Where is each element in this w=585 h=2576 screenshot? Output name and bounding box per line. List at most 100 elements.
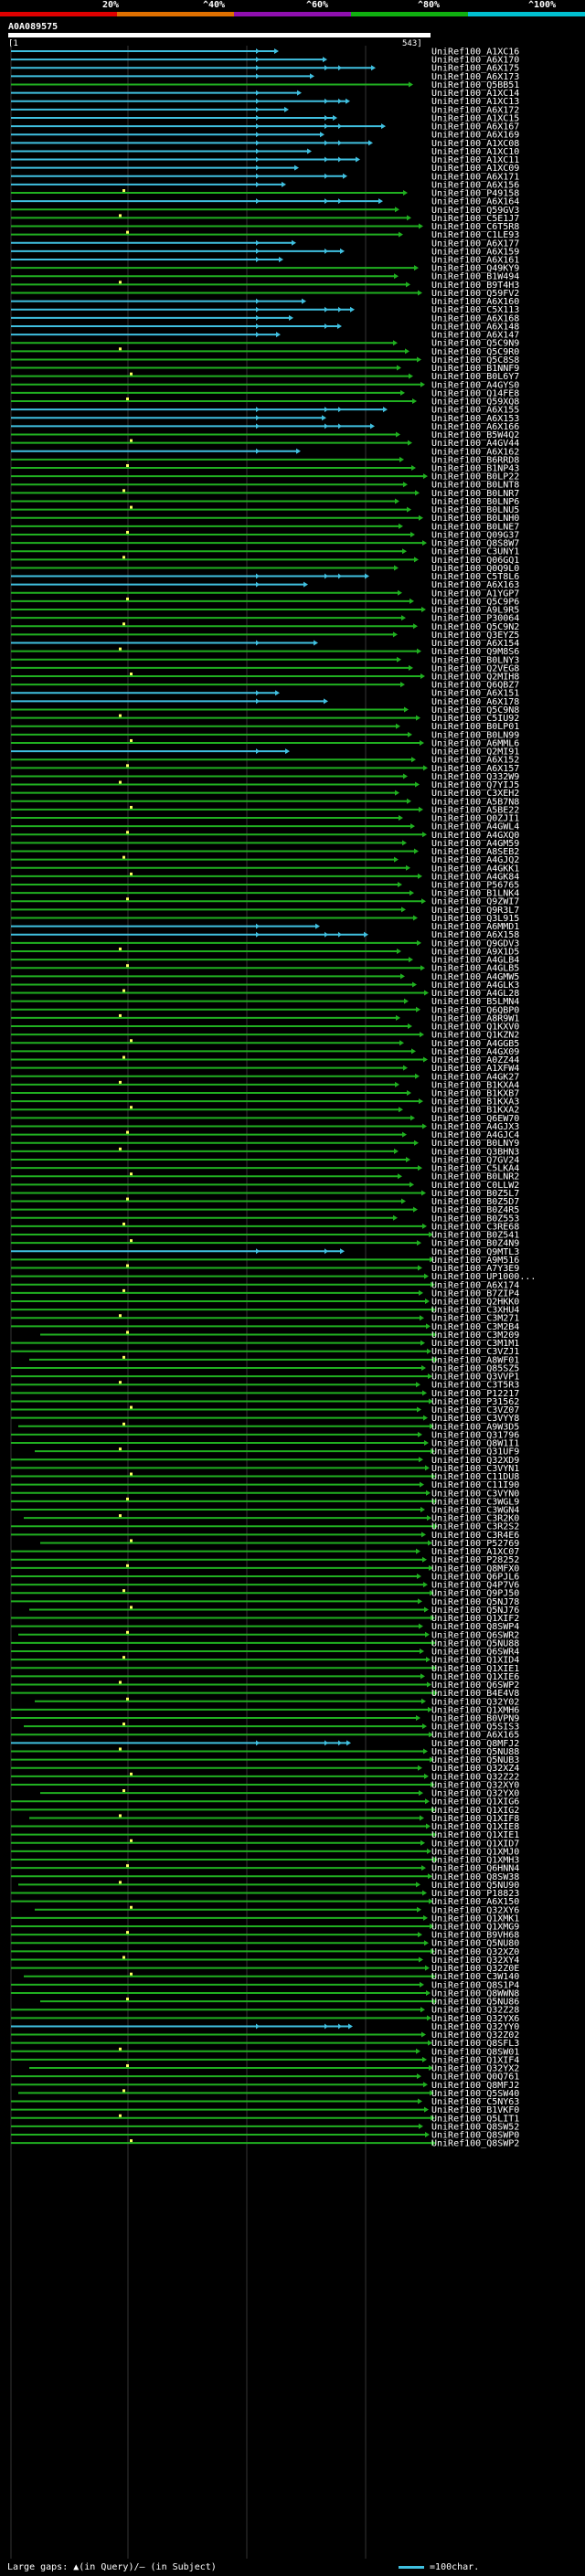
segment-marker [256,2023,260,2030]
hit-row: UniRef100_Q6QBZ7 [11,681,519,691]
hit-label: UniRef100_Q59FV2 [431,289,519,299]
hit-label: UniRef100_Q1XMH6 [431,1705,519,1715]
gap-marker [126,1697,129,1701]
hit-label: UniRef100_Q1XID4 [431,1656,519,1666]
hit-row: UniRef100_A6X162 [11,447,519,457]
hit-label: UniRef100_Q9GDV3 [431,938,519,949]
alignment-arrow [420,2007,425,2013]
gap-marker [126,1497,129,1500]
hit-row: UniRef100_A6X154 [11,639,519,649]
hit-row: UniRef100_Q2VEG8 [11,663,519,673]
hit-label: UniRef100_C11I90 [431,1480,519,1490]
segment-marker [256,407,260,413]
hit-row: UniRef100_Q1XID7 [11,1839,519,1849]
hit-row: UniRef100_C11I90 [11,1480,519,1490]
alignment-arrow [406,864,410,871]
hit-row: UniRef100_A6X170 [11,56,519,66]
gap-marker [119,1381,122,1384]
alignment-arrow [414,848,419,854]
alignment-arrow [411,465,416,471]
hit-label: UniRef100_A4GJC4 [431,1130,519,1140]
hit-label: UniRef100_Q9R3L7 [431,906,519,916]
alignment-arrow [398,882,402,887]
hit-label: UniRef100_Q5C9N9 [431,339,519,349]
alignment-arrow [395,498,399,504]
alignment-arrow [409,81,413,88]
hit-label: UniRef100_Q14FE8 [431,388,519,398]
hit-label: UniRef100_Q09G37 [431,530,519,540]
gap-marker [122,1355,125,1359]
segment-marker [324,323,328,329]
alignment-arrow [410,1115,415,1121]
gap-marker [122,1789,125,1793]
alignment-arrow [415,781,420,788]
hit-row: UniRef100_A6X174 [11,1280,519,1290]
hit-label: UniRef100_Q5NJ78 [431,1597,519,1607]
alignment-arrow [284,106,289,112]
hit-label: UniRef100_A8WF01 [431,1355,519,1365]
hit-row: UniRef100_Q8SW38 [11,1872,519,1882]
gap-marker [119,780,122,784]
alignment-arrow [418,1598,422,1605]
gap-marker [126,1864,129,1868]
hit-label: UniRef100_Q1XIF8 [431,1814,519,1824]
hit-label: UniRef100_A4GJX3 [431,1122,519,1132]
hit-row: UniRef100_C3R4E6 [11,1531,519,1541]
alignment-arrow [418,1265,422,1271]
hit-label: UniRef100_A9W3D5 [431,1422,519,1432]
hit-label: UniRef100_Q8MFJ2 [431,2081,519,2091]
hit-row: UniRef100_C3W140 [24,1972,519,1982]
hit-label: UniRef100_B0LP22 [431,472,519,482]
hit-label: UniRef100_B1NP43 [431,464,519,474]
hit-label: UniRef100_Q32XZ0 [431,1947,519,1957]
gap-marker [122,189,125,193]
hit-row: UniRef100_Q1KXV0 [11,1023,519,1033]
hit-label: UniRef100_Q1KZN2 [431,1031,519,1041]
alignment-arrow [410,598,414,604]
alignment-arrow [429,1898,433,1904]
hit-row: UniRef100_Q8SWP2 [11,2139,519,2149]
hit-row: UniRef100_Q9R3L7 [11,906,519,916]
gap-marker [119,1680,122,1684]
hit-row: UniRef100_Q1XID4 [11,1656,519,1666]
hit-label: UniRef100_A4GXQ0 [431,831,519,841]
hit-label: UniRef100_Q1XIE1 [431,1664,519,1674]
alignment-arrow [432,1331,437,1338]
alignment-arrow [422,1556,427,1563]
hit-row: UniRef100_A1XFW4 [11,1064,519,1074]
alignment-arrow [420,673,425,679]
alignment-arrow [415,1073,420,1079]
segment-marker [256,73,260,80]
segment-marker [324,98,328,104]
hit-row: UniRef100_Q7GV24 [11,1155,519,1165]
segment-marker [324,306,328,313]
hit-label: UniRef100_Q5NU80 [431,1939,519,1949]
hit-label: UniRef100_Q8SWP0 [431,2131,519,2141]
hit-row: UniRef100_P52769 [40,1539,519,1549]
hit-row: UniRef100_Q32YX0 [40,1789,519,1799]
hit-label: UniRef100_Q32Z02 [431,2030,519,2041]
hit-row: UniRef100_Q8MFJ2 [11,2081,519,2091]
segment-marker [256,198,260,205]
segment-marker [256,298,260,304]
hit-row: UniRef100_C3M209 [40,1330,519,1341]
hit-row: UniRef100_Q5C9R0 [11,347,519,357]
hit-row: UniRef100_P30064 [11,614,519,624]
hit-label: UniRef100_C3VYN0 [431,1489,519,1499]
alignment-arrow [296,448,301,454]
hit-label: UniRef100_C11DU8 [431,1472,519,1482]
alignment-arrow [431,1807,436,1813]
hit-row: UniRef100_Q5C9N2 [11,622,519,632]
hit-row: UniRef100_Q32Z28 [11,2006,519,2016]
hit-row: UniRef100_A6X150 [11,1897,519,1907]
alignment-arrow [282,181,286,187]
hit-row: UniRef100_Q31UF9 [35,1447,519,1458]
hit-label: UniRef100_B6RRD8 [431,455,519,465]
hit-row: UniRef100_P31562 [11,1397,519,1407]
hit-label: UniRef100_A1YGP7 [431,588,519,599]
gap-marker [122,1422,125,1426]
hit-label: UniRef100_Q8WWN8 [431,1988,519,1998]
hit-row: UniRef100_Q5NU88 [11,1747,519,1757]
hit-row: UniRef100_B6RRD8 [11,455,519,465]
